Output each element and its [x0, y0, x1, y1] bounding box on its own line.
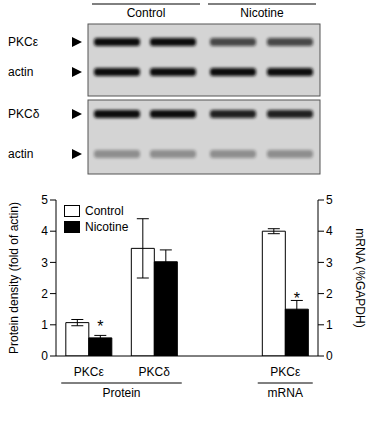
- svg-text:5: 5: [41, 193, 48, 207]
- svg-text:actin: actin: [8, 65, 33, 79]
- svg-text:Protein density (fold of actin: Protein density (fold of actin): [8, 202, 21, 354]
- svg-text:4: 4: [326, 224, 333, 238]
- svg-text:4: 4: [41, 224, 48, 238]
- html-text:Control: Control: [85, 204, 124, 218]
- svg-text:PKCε: PKCε: [270, 365, 301, 379]
- svg-text:0: 0: [326, 349, 333, 363]
- svg-text:*: *: [294, 290, 300, 307]
- svg-text:5: 5: [326, 193, 333, 207]
- svg-text:PKCε: PKCε: [74, 365, 105, 379]
- svg-text:2: 2: [326, 287, 333, 301]
- svg-text:Nicotine: Nicotine: [240, 6, 284, 20]
- svg-text:1: 1: [41, 318, 48, 332]
- svg-text:Control: Control: [127, 6, 166, 20]
- svg-text:PKCδ: PKCδ: [8, 107, 40, 121]
- svg-text:mRNA (%GAPDH): mRNA (%GAPDH): [353, 228, 366, 327]
- svg-text:PKCε: PKCε: [8, 35, 39, 49]
- svg-text:actin: actin: [8, 147, 33, 161]
- html-text:Nicotine: Nicotine: [85, 220, 129, 234]
- svg-text:PKCδ: PKCδ: [139, 365, 171, 379]
- svg-text:2: 2: [41, 287, 48, 301]
- svg-text:0: 0: [41, 349, 48, 363]
- svg-text:3: 3: [326, 256, 333, 270]
- svg-text:1: 1: [326, 318, 333, 332]
- svg-text:mRNA: mRNA: [268, 386, 303, 400]
- svg-text:*: *: [97, 318, 103, 335]
- svg-text:Protein: Protein: [102, 386, 140, 400]
- svg-text:3: 3: [41, 256, 48, 270]
